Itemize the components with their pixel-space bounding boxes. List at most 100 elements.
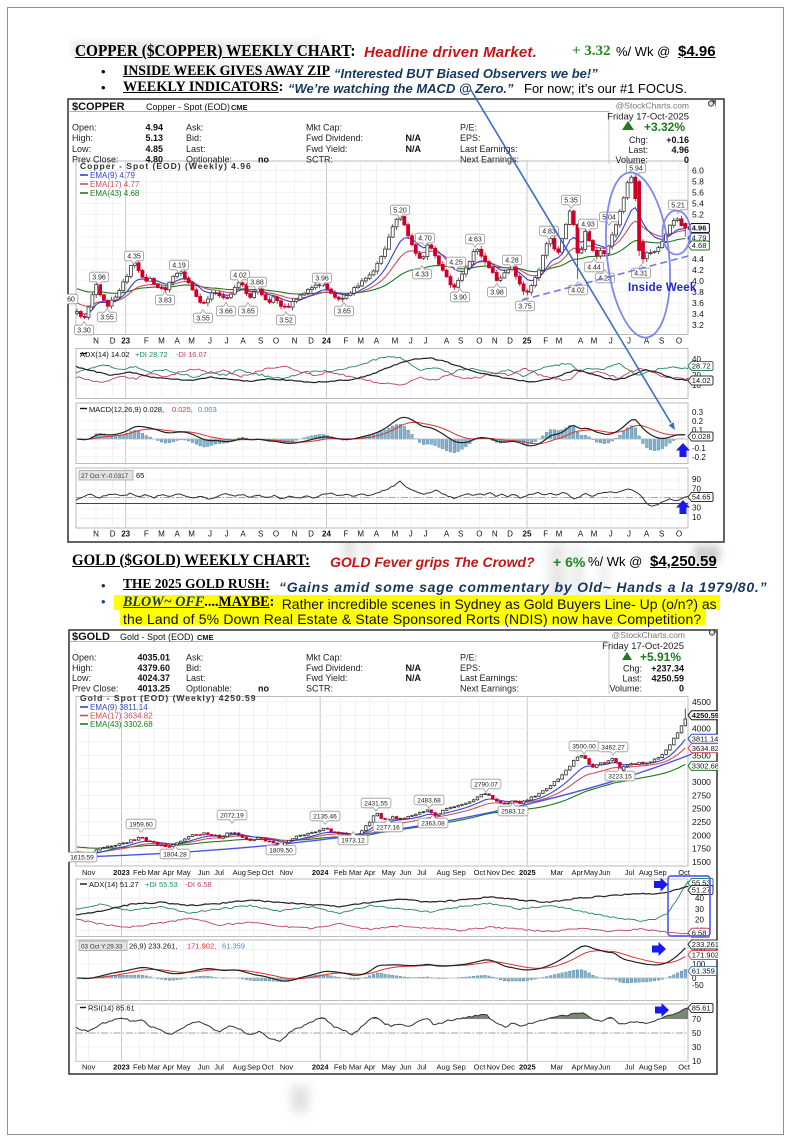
svg-text:Sep: Sep <box>653 1063 666 1072</box>
svg-text:4.4: 4.4 <box>692 254 704 264</box>
svg-text:Mar: Mar <box>550 868 563 877</box>
svg-text:3500: 3500 <box>692 750 711 760</box>
svg-text:Jul: Jul <box>214 868 224 877</box>
svg-text:N: N <box>93 337 99 346</box>
svg-text:1750: 1750 <box>692 844 711 854</box>
svg-text:Oct: Oct <box>678 1063 691 1072</box>
svg-text:4000: 4000 <box>692 724 711 734</box>
svg-text:5.20: 5.20 <box>393 208 407 215</box>
svg-text:F: F <box>344 530 349 539</box>
svg-text:5.35: 5.35 <box>564 198 578 205</box>
svg-text:Last Earnings:: Last Earnings: <box>460 144 518 154</box>
svg-text:+DI 28.72: +DI 28.72 <box>135 350 168 359</box>
svg-text:N: N <box>93 530 99 539</box>
svg-text:Apr: Apr <box>364 868 376 877</box>
svg-text:2024: 2024 <box>312 868 330 877</box>
svg-text:2483.68: 2483.68 <box>417 798 441 805</box>
svg-text:Oct: Oct <box>262 868 275 877</box>
svg-text:4.35: 4.35 <box>127 254 141 261</box>
svg-text:4.02: 4.02 <box>571 288 585 295</box>
svg-text:M: M <box>357 530 364 539</box>
svg-text:3.96: 3.96 <box>315 276 329 283</box>
svg-text:Jun: Jun <box>198 868 210 877</box>
svg-text:61.359: 61.359 <box>692 967 715 976</box>
svg-text:2790.07: 2790.07 <box>474 782 498 789</box>
svg-text:A: A <box>644 530 650 539</box>
svg-text:3.55: 3.55 <box>100 315 114 322</box>
svg-text:4035.01: 4035.01 <box>137 653 170 663</box>
svg-text:0.028: 0.028 <box>692 432 711 441</box>
svg-text:N: N <box>292 337 298 346</box>
svg-text:3811.14: 3811.14 <box>692 734 718 743</box>
svg-text:Low:: Low: <box>72 673 91 683</box>
svg-text:2023: 2023 <box>113 868 130 877</box>
svg-text:2583.12: 2583.12 <box>501 809 525 816</box>
svg-text:May: May <box>382 868 396 877</box>
svg-text:Feb: Feb <box>334 1063 347 1072</box>
svg-text:Ask:: Ask: <box>186 123 204 133</box>
svg-text:Copper - Spot (EOD) (Weekly) 4: Copper - Spot (EOD) (Weekly) 4.96 <box>80 161 252 171</box>
svg-text:4250.59: 4250.59 <box>692 711 718 720</box>
svg-text:M: M <box>392 530 399 539</box>
svg-text:Sep: Sep <box>653 868 666 877</box>
svg-text:4.96: 4.96 <box>671 145 689 155</box>
svg-text:@StockCharts.com: @StockCharts.com <box>616 101 689 111</box>
svg-text:Jun: Jun <box>598 868 610 877</box>
svg-text:2072.19: 2072.19 <box>220 813 244 820</box>
svg-text:4.33: 4.33 <box>415 272 429 279</box>
svg-text:4.44: 4.44 <box>587 265 601 272</box>
svg-text:Gold - Spot (EOD) (Weekly) 425: Gold - Spot (EOD) (Weekly) 4250.59 <box>80 693 257 703</box>
svg-text:03 Oct Y:29.33: 03 Oct Y:29.33 <box>81 943 123 950</box>
svg-text:40: 40 <box>695 894 704 903</box>
svg-text:4.80: 4.80 <box>145 155 163 165</box>
svg-text:30: 30 <box>692 1043 701 1052</box>
svg-text:3.30: 3.30 <box>77 328 91 335</box>
svg-text:F: F <box>144 530 149 539</box>
svg-text:Jul: Jul <box>625 1063 635 1072</box>
svg-text:Mar: Mar <box>147 868 160 877</box>
svg-text:Mar: Mar <box>550 1063 563 1072</box>
svg-text:S: S <box>458 530 463 539</box>
svg-text:$COPPER: $COPPER <box>72 101 125 113</box>
svg-text:D: D <box>110 337 116 346</box>
svg-text:65: 65 <box>136 471 144 480</box>
svg-text:O: O <box>273 337 279 346</box>
svg-text:0.2: 0.2 <box>692 417 704 426</box>
svg-text:+5.91%: +5.91% <box>640 650 681 664</box>
svg-text:70: 70 <box>692 485 701 494</box>
svg-text:Mar: Mar <box>349 1063 362 1072</box>
svg-text:1959.60: 1959.60 <box>129 822 153 829</box>
svg-text:0.025,: 0.025, <box>172 405 193 414</box>
svg-text:Last:: Last: <box>186 144 206 154</box>
svg-text:85.61: 85.61 <box>692 1004 711 1013</box>
svg-text:4250.59: 4250.59 <box>651 674 684 684</box>
svg-text:90: 90 <box>692 475 701 484</box>
svg-text:no: no <box>258 683 269 693</box>
svg-text:-0.2: -0.2 <box>692 453 706 462</box>
svg-text:70: 70 <box>692 1015 701 1024</box>
svg-text:Jul: Jul <box>417 868 427 877</box>
svg-text:Aug: Aug <box>233 1063 246 1072</box>
svg-text:A: A <box>444 530 450 539</box>
svg-text:27 Oct Y:-0.0317: 27 Oct Y:-0.0317 <box>81 473 129 480</box>
svg-text:N/A: N/A <box>406 673 422 683</box>
svg-text:3.83: 3.83 <box>158 298 172 305</box>
svg-text:Optionable:: Optionable: <box>186 683 232 693</box>
svg-text:Jun: Jun <box>399 868 411 877</box>
svg-text:M: M <box>591 530 598 539</box>
svg-text:F: F <box>144 337 149 346</box>
svg-text:4.85: 4.85 <box>145 144 163 154</box>
svg-text:4.31: 4.31 <box>634 271 648 278</box>
svg-text:M: M <box>357 337 364 346</box>
svg-text:-0.1: -0.1 <box>692 444 706 453</box>
svg-text:Prev Close:: Prev Close: <box>72 155 119 165</box>
svg-text:M: M <box>158 530 165 539</box>
svg-text:171.902,: 171.902, <box>187 942 216 951</box>
svg-text:Apr: Apr <box>571 1063 583 1072</box>
svg-text:.60: .60 <box>67 297 75 304</box>
svg-text:1809.50: 1809.50 <box>269 848 293 855</box>
svg-text:Feb: Feb <box>133 868 146 877</box>
svg-text:A: A <box>175 530 181 539</box>
svg-text:3634.82: 3634.82 <box>692 744 718 753</box>
svg-text:30: 30 <box>695 905 704 914</box>
